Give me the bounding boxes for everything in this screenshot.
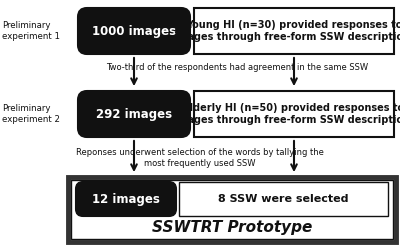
Bar — [68, 177, 396, 242]
Text: 1000 images: 1000 images — [92, 24, 176, 38]
Bar — [194, 8, 394, 54]
Text: SSWTRT Prototype: SSWTRT Prototype — [152, 220, 312, 235]
Bar — [71, 180, 393, 239]
FancyBboxPatch shape — [78, 91, 190, 137]
Text: 292 images: 292 images — [96, 108, 172, 121]
Text: 8 SSW were selected: 8 SSW were selected — [218, 194, 349, 204]
Bar — [194, 91, 394, 137]
Text: 12 images: 12 images — [92, 192, 160, 205]
Text: Preliminary
experiment 1: Preliminary experiment 1 — [2, 21, 60, 41]
Bar — [179, 182, 388, 216]
Text: Young HI (n=30) provided responses to
images through free-form SSW description.: Young HI (n=30) provided responses to im… — [174, 20, 400, 42]
Text: Elderly HI (n=50) provided responses to
images through free-form SSW description: Elderly HI (n=50) provided responses to … — [174, 103, 400, 125]
FancyBboxPatch shape — [76, 182, 176, 216]
Text: Reponses underwent selection of the words by tallying the
most frequently used S: Reponses underwent selection of the word… — [76, 148, 324, 168]
Text: Preliminary
experiment 2: Preliminary experiment 2 — [2, 104, 60, 124]
FancyBboxPatch shape — [78, 8, 190, 54]
Text: Two-third of the respondents had agreement in the same SSW: Two-third of the respondents had agreeme… — [106, 62, 368, 71]
